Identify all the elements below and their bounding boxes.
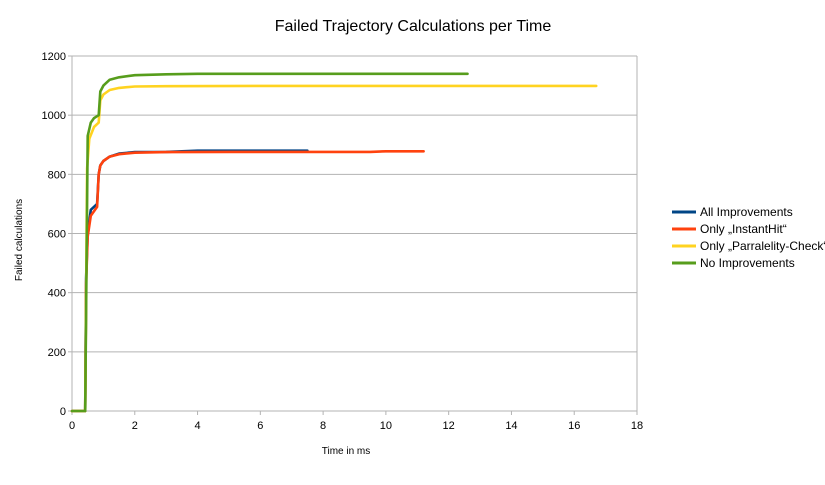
legend-label: Only „Parralelity-Check“ bbox=[700, 239, 825, 253]
x-tick-label: 8 bbox=[320, 420, 326, 432]
x-tick-label: 16 bbox=[568, 420, 580, 432]
y-tick-label: 200 bbox=[48, 347, 66, 359]
x-tick-label: 6 bbox=[257, 420, 263, 432]
legend-label: No Improvements bbox=[700, 256, 795, 270]
y-tick-label: 600 bbox=[48, 229, 66, 241]
series-layer bbox=[70, 72, 598, 413]
series-line-0 bbox=[70, 149, 309, 413]
x-tick-label: 18 bbox=[631, 420, 643, 432]
y-tick-label: 0 bbox=[60, 406, 66, 418]
axis-layer: 0 200 400 600 800 1000 1200 0 2 4 6 8 10 12 14 16 18 bbox=[42, 51, 644, 432]
x-tick-label: 0 bbox=[69, 420, 75, 432]
legend-label: Only „InstantHit“ bbox=[700, 222, 787, 236]
x-tick-label: 12 bbox=[443, 420, 455, 432]
series-line-3 bbox=[70, 72, 469, 413]
x-tick-label: 14 bbox=[505, 420, 517, 432]
x-tick-label: 10 bbox=[380, 420, 392, 432]
y-axis-label: Failed calculations bbox=[14, 199, 25, 281]
x-tick-label: 2 bbox=[132, 420, 138, 432]
chart-title: Failed Trajectory Calculations per Time bbox=[275, 18, 552, 35]
y-tick-label: 400 bbox=[48, 288, 66, 300]
series-line-1 bbox=[70, 150, 425, 413]
grid-layer bbox=[72, 55, 637, 412]
y-tick-label: 1000 bbox=[42, 110, 66, 122]
legend-label: All Improvements bbox=[700, 205, 793, 219]
y-tick-label: 800 bbox=[48, 169, 66, 181]
series-line-2 bbox=[70, 84, 598, 413]
legend: All Improvements Only „InstantHit“ Only „P… bbox=[672, 205, 825, 270]
x-axis-label: Time in ms bbox=[322, 446, 371, 457]
y-tick-label: 1200 bbox=[42, 51, 66, 63]
x-tick-label: 4 bbox=[194, 420, 200, 432]
